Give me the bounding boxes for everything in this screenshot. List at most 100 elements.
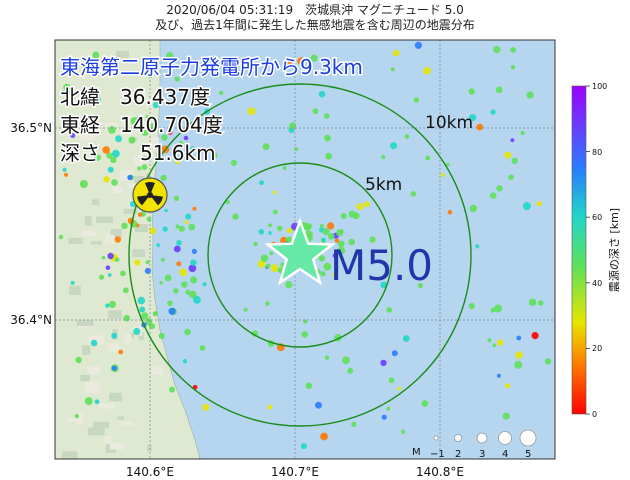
seismic-dot <box>64 59 72 67</box>
seismic-dot <box>62 68 70 75</box>
seismic-dot <box>413 97 420 103</box>
seismic-dot <box>111 365 117 371</box>
seismic-dot <box>324 134 331 142</box>
seismic-dot <box>522 202 531 211</box>
seismic-dot <box>327 233 335 240</box>
seismic-dot <box>148 323 156 330</box>
land-patch <box>121 115 139 125</box>
seismic-dot <box>101 255 106 260</box>
seismic-dot <box>115 135 122 143</box>
land-patch <box>76 319 94 326</box>
seismic-dot <box>510 65 516 70</box>
land-patch <box>115 50 129 59</box>
seismic-dot <box>318 90 326 98</box>
seismic-dot <box>92 51 100 59</box>
seismic-dot <box>190 146 196 153</box>
seismic-dot <box>121 222 128 230</box>
land-patch <box>124 333 131 343</box>
seismic-dot <box>319 224 324 228</box>
seismic-dot <box>160 174 167 182</box>
seismic-dot <box>475 244 480 249</box>
seismic-dot <box>505 383 511 389</box>
colorbar-tick-0: 0 <box>592 410 597 419</box>
land-patch <box>134 224 148 233</box>
land-patch <box>117 416 124 420</box>
lon-tick-140-6: 140.6°E <box>126 465 174 479</box>
colorbar-tick-40: 40 <box>592 279 602 288</box>
seismic-dot <box>285 236 293 243</box>
seismic-dot <box>285 281 293 289</box>
seismic-dot <box>98 274 105 280</box>
land-patch <box>87 427 105 436</box>
land-patch <box>96 216 114 223</box>
seismic-dot <box>122 287 129 294</box>
land-patch <box>109 392 122 402</box>
seismic-dot <box>90 339 98 347</box>
seismic-dot <box>188 264 197 273</box>
seismic-dot <box>162 226 168 232</box>
seismic-dot <box>511 157 518 165</box>
seismic-dot <box>137 296 146 305</box>
seismic-dot <box>94 154 101 161</box>
seismic-dot <box>318 254 326 262</box>
seismic-dot <box>67 88 74 95</box>
scale-dot-m3 <box>476 432 488 444</box>
magnitude-label: M5.0 <box>330 241 433 290</box>
land-patch <box>91 199 100 205</box>
land-patch <box>67 98 73 103</box>
lon-tick-140-8: 140.8°E <box>416 465 464 479</box>
seismic-dot <box>404 134 410 139</box>
seismic-dot <box>487 338 492 343</box>
lat-tick-36-4: 36.4°N <box>10 313 52 327</box>
colorbar-ticks <box>586 85 590 415</box>
seismic-dot <box>190 276 198 284</box>
seismic-dot <box>337 240 345 248</box>
seismic-dot <box>189 290 197 299</box>
header-title: 2020/06/04 05:31:19 茨城県沖 マグニチュード 5.0 <box>166 3 464 17</box>
seismic-dot <box>191 248 197 254</box>
latitude-text: 北緯 36.437度 <box>60 85 210 109</box>
seismic-dot <box>188 223 196 231</box>
seismic-dot <box>145 260 150 265</box>
seismic-dot <box>134 259 141 266</box>
nuclear-plant-icon <box>132 177 168 213</box>
seismic-dot <box>324 355 330 360</box>
seismic-dot <box>392 49 400 57</box>
seismic-dot <box>243 307 248 312</box>
seismic-dot <box>127 174 133 181</box>
seismic-dot <box>369 236 376 243</box>
seismic-dot <box>108 300 117 308</box>
land-patch <box>114 397 123 401</box>
colorbar-tick-80: 80 <box>592 148 602 157</box>
seismic-dot <box>531 332 539 340</box>
seismic-dot <box>137 166 142 171</box>
seismic-dot <box>322 228 330 236</box>
seismic-dot <box>58 234 64 240</box>
seismic-dot <box>496 373 501 378</box>
land-patch <box>108 310 122 319</box>
scale-item-m2: 2 <box>455 449 461 460</box>
seismic-dot <box>348 238 356 246</box>
seismic-dot <box>141 312 149 320</box>
seismic-dot <box>380 281 388 289</box>
seismic-dot <box>496 185 503 192</box>
seismic-dot <box>211 152 218 159</box>
seismic-dot <box>123 314 130 322</box>
seismic-dot <box>251 330 259 337</box>
seismic-dot <box>515 351 523 359</box>
seismic-dot <box>190 259 197 266</box>
colorbar-gradient <box>571 85 587 415</box>
seismic-dot <box>495 86 503 94</box>
seismic-dot <box>282 165 287 170</box>
seismic-dot <box>497 339 504 346</box>
seismic-dot <box>103 176 110 183</box>
seismic-dot <box>440 173 445 177</box>
seismic-dot <box>337 246 346 255</box>
seismic-dot <box>258 229 265 235</box>
seismic-dot <box>302 319 308 324</box>
seismic-dot <box>400 429 406 434</box>
seismic-dot <box>272 209 278 215</box>
seismic-dot <box>182 359 188 364</box>
seismic-dot <box>74 413 80 419</box>
